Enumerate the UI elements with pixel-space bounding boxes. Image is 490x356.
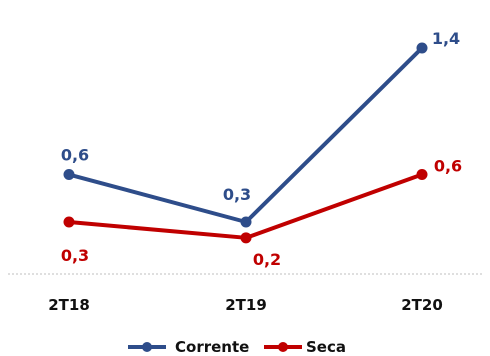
data-point-corrente-2t20 <box>416 42 428 54</box>
data-label-corrente-2t19: 0,3 <box>223 185 251 204</box>
data-point-seca-2t19 <box>240 232 252 244</box>
data-label-seca-2t19: 0,2 <box>253 250 281 269</box>
data-point-corrente-2t18 <box>63 169 75 181</box>
data-point-seca-2t18 <box>63 216 75 228</box>
data-point-corrente-2t19 <box>240 216 252 228</box>
data-label-corrente-2t18: 0,6 <box>61 146 89 165</box>
data-label-corrente-2t20: 1,4 <box>432 29 460 48</box>
legend-marker-seca <box>278 342 288 352</box>
legend-marker-corrente <box>142 342 152 352</box>
category-label-2t20: 2T20 <box>401 296 443 314</box>
legend-label-corrente: Corrente <box>175 338 249 356</box>
data-point-seca-2t20 <box>416 169 428 181</box>
series-seca: 0,3 0,2 0,6 <box>61 157 462 269</box>
category-label-2t19: 2T19 <box>225 296 267 314</box>
series-corrente: 0,6 0,3 1,4 <box>61 29 460 228</box>
category-labels: 2T18 2T19 2T20 <box>48 296 443 314</box>
legend-item-corrente: Corrente <box>128 338 249 356</box>
data-label-seca-2t18: 0,3 <box>61 246 89 265</box>
legend-label-seca: Seca <box>306 338 346 356</box>
category-label-2t18: 2T18 <box>48 296 90 314</box>
legend: Corrente Seca <box>128 338 346 356</box>
legend-item-seca: Seca <box>264 338 346 356</box>
data-label-seca-2t20: 0,6 <box>434 157 462 176</box>
series-layer: 0,6 0,3 1,4 0,3 0,2 0,6 <box>61 29 462 269</box>
